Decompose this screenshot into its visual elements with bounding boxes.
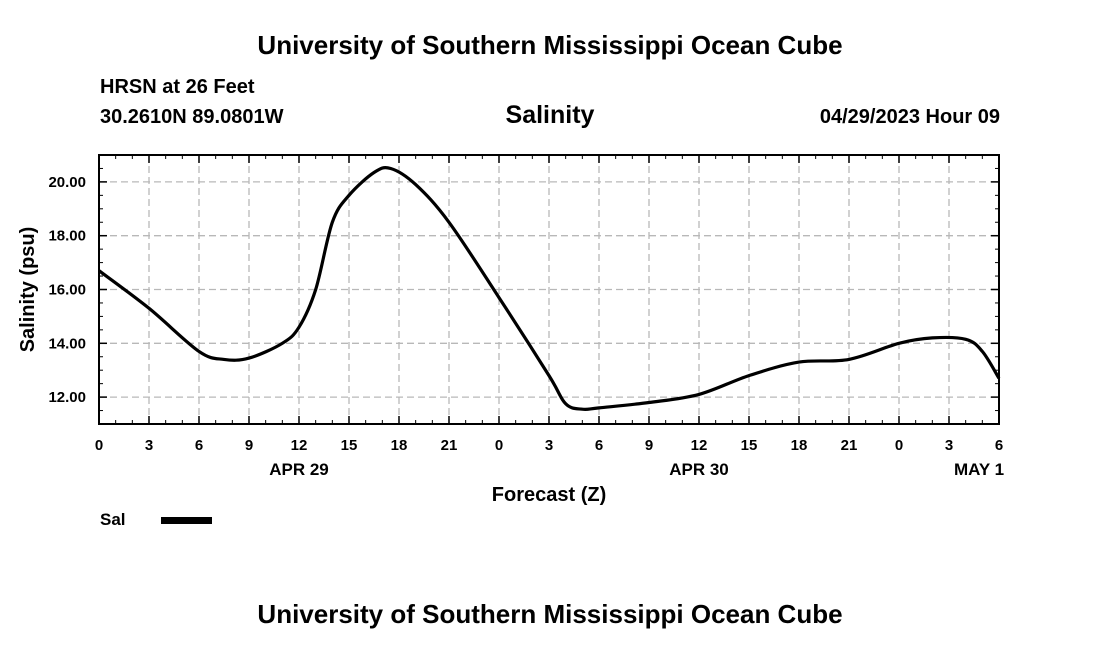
legend-label: Sal	[100, 510, 126, 529]
x-tick-label: 12	[291, 437, 308, 454]
x-tick-label: 3	[145, 437, 153, 454]
chart-title: Salinity	[505, 101, 595, 129]
y-axis-label: Salinity (psu)	[17, 227, 39, 353]
coordinates-label: 30.2610N 89.0801W	[100, 106, 284, 128]
x-tick-label: 9	[245, 437, 253, 454]
top-title: University of Southern Mississippi Ocean…	[257, 30, 843, 60]
x-tick-label: 6	[195, 437, 203, 454]
date-label: APR 29	[269, 460, 329, 479]
x-tick-label: 0	[895, 437, 903, 454]
forecast-datetime: 04/29/2023 Hour 09	[819, 106, 1000, 128]
y-tick-label: 12.00	[48, 389, 86, 406]
salinity-series-line	[98, 166, 1001, 412]
x-tick-label: 21	[841, 437, 858, 454]
legend-line-swatch	[161, 517, 212, 524]
x-tick-label: 0	[495, 437, 503, 454]
axis-labels: 0 3 6 9 12 15 18 21 0 3 6 9 12 15 18 21 0 3 6 APR 29 APR 30 M…	[17, 174, 1004, 506]
x-tick-label: 0	[95, 437, 103, 454]
series-layer	[98, 166, 1001, 412]
x-tick-label: 3	[945, 437, 953, 454]
x-tick-label: 9	[645, 437, 653, 454]
x-tick-label: 18	[791, 437, 808, 454]
x-tick-label: 15	[341, 437, 358, 454]
grid-lines	[99, 155, 999, 424]
x-tick-label: 6	[995, 437, 1003, 454]
y-tick-label: 16.00	[48, 282, 86, 299]
y-tick-label: 20.00	[48, 174, 86, 191]
axes	[98, 154, 1000, 425]
date-label: APR 30	[669, 460, 729, 479]
x-axis-label: Forecast (Z)	[492, 484, 606, 506]
date-label: MAY 1	[954, 460, 1004, 479]
x-tick-label: 12	[691, 437, 708, 454]
x-tick-label: 21	[441, 437, 458, 454]
y-tick-label: 14.00	[48, 335, 86, 352]
x-tick-label: 18	[391, 437, 408, 454]
station-label: HRSN at 26 Feet	[100, 76, 255, 98]
x-tick-label: 3	[545, 437, 553, 454]
bottom-title: University of Southern Mississippi Ocean…	[257, 599, 843, 629]
x-tick-label: 15	[741, 437, 758, 454]
y-tick-label: 18.00	[48, 228, 86, 245]
x-tick-label: 6	[595, 437, 603, 454]
